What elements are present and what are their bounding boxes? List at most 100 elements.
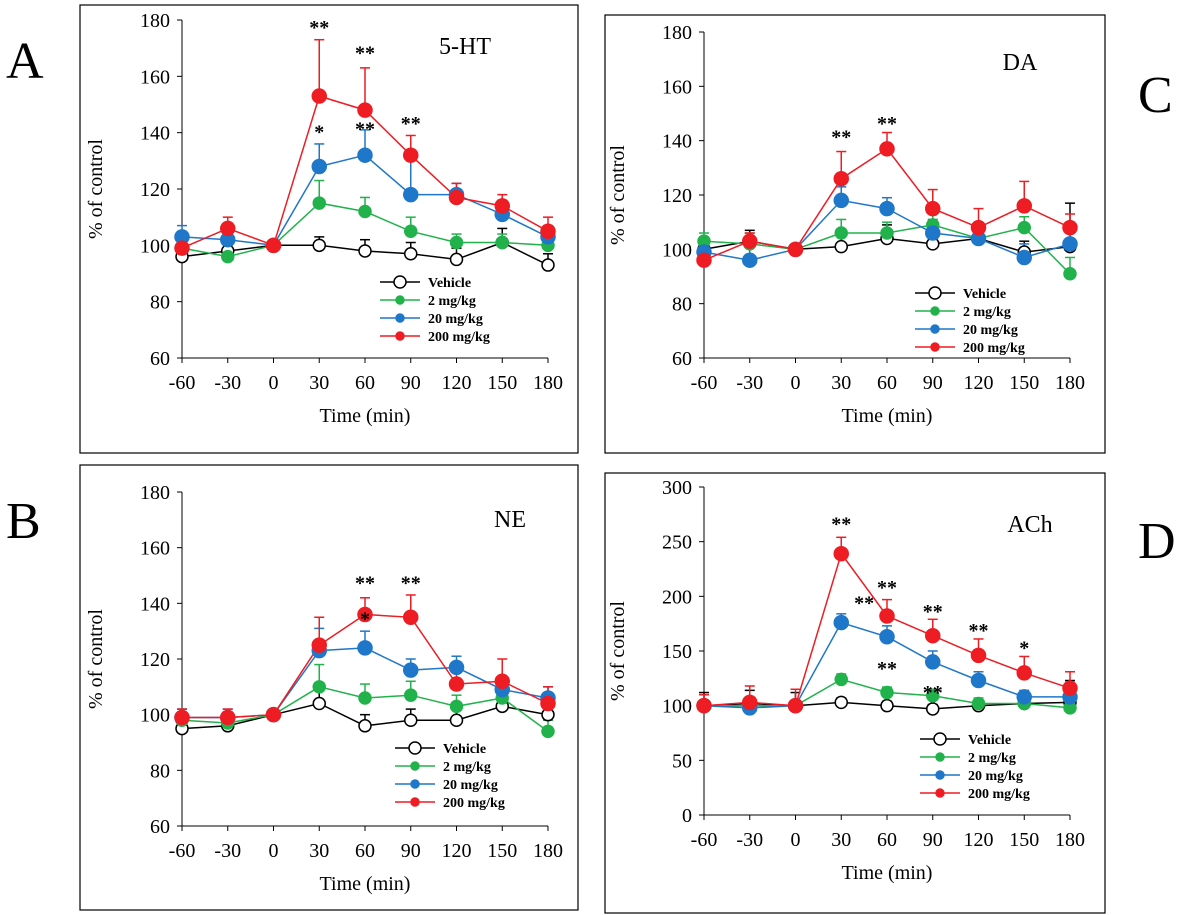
point-20mg bbox=[1062, 236, 1078, 252]
point-2mg bbox=[404, 688, 418, 702]
x-tick-label: 0 bbox=[269, 372, 279, 394]
y-tick-label: 120 bbox=[662, 185, 692, 207]
y-tick-label: 250 bbox=[662, 532, 692, 554]
significance-marker: ** bbox=[831, 514, 851, 536]
point-200mg bbox=[494, 673, 510, 690]
x-tick-label: 90 bbox=[923, 372, 943, 394]
significance-marker: ** bbox=[923, 601, 943, 623]
x-tick-label: 0 bbox=[791, 372, 801, 394]
panel-label-a: A bbox=[6, 33, 44, 90]
point-200mg bbox=[220, 220, 236, 237]
point-2mg bbox=[404, 224, 418, 238]
point-vehicle bbox=[541, 258, 555, 272]
x-tick-label: 30 bbox=[309, 840, 329, 862]
point-2mg bbox=[880, 685, 894, 700]
point-2mg bbox=[880, 226, 894, 240]
y-axis-label: % of control bbox=[607, 145, 629, 245]
legend-marker bbox=[393, 275, 407, 289]
point-200mg bbox=[833, 545, 849, 562]
legend-marker bbox=[930, 324, 940, 334]
x-tick-label: 30 bbox=[831, 372, 851, 394]
point-200mg bbox=[1062, 219, 1078, 236]
y-tick-label: 60 bbox=[672, 348, 692, 370]
x-tick-label: -60 bbox=[691, 372, 718, 394]
significance-marker: ** bbox=[831, 126, 851, 148]
point-200mg bbox=[540, 223, 556, 239]
point-200mg bbox=[357, 102, 373, 118]
point-vehicle bbox=[880, 698, 894, 713]
x-tick-label: 150 bbox=[1009, 372, 1039, 394]
significance-marker: * bbox=[1019, 637, 1029, 659]
x-tick-label: 150 bbox=[487, 372, 517, 394]
x-axis-label: Time (min) bbox=[842, 862, 933, 884]
point-200mg bbox=[494, 198, 510, 214]
point-2mg bbox=[541, 724, 555, 739]
point-200mg bbox=[742, 233, 758, 249]
point-200mg bbox=[265, 706, 282, 723]
series-line-20mg bbox=[182, 647, 549, 719]
point-2mg bbox=[358, 691, 372, 705]
significance-marker: ** bbox=[877, 577, 897, 599]
point-2mg bbox=[312, 196, 326, 210]
legend-marker bbox=[395, 313, 405, 323]
point-20mg bbox=[1016, 249, 1032, 266]
chart-title: NE bbox=[494, 507, 526, 533]
point-20mg bbox=[448, 659, 465, 676]
x-tick-label: 120 bbox=[964, 372, 994, 394]
point-200mg bbox=[174, 709, 190, 726]
x-tick-label: 120 bbox=[442, 372, 472, 394]
point-200mg bbox=[311, 88, 327, 104]
point-200mg bbox=[742, 694, 758, 711]
legend-label: 200 mg/kg bbox=[963, 341, 1025, 356]
point-vehicle bbox=[358, 244, 372, 258]
y-tick-label: 160 bbox=[140, 66, 170, 88]
point-2mg bbox=[449, 699, 464, 714]
point-2mg bbox=[1063, 267, 1077, 281]
x-tick-label: -60 bbox=[169, 840, 196, 862]
significance-marker: ** bbox=[923, 682, 943, 704]
point-20mg bbox=[879, 200, 895, 217]
significance-marker: ** bbox=[309, 17, 329, 39]
y-tick-label: 140 bbox=[140, 593, 170, 615]
significance-marker: ** bbox=[355, 42, 375, 64]
y-tick-label: 50 bbox=[672, 750, 692, 772]
point-20mg bbox=[925, 654, 941, 670]
x-axis-label: Time (min) bbox=[320, 873, 411, 895]
y-tick-label: 60 bbox=[150, 816, 170, 838]
y-tick-label: 300 bbox=[662, 477, 692, 499]
x-tick-label: 60 bbox=[355, 372, 375, 394]
legend-marker bbox=[935, 770, 945, 780]
point-200mg bbox=[787, 241, 804, 258]
point-20mg bbox=[970, 672, 987, 689]
point-200mg bbox=[1016, 665, 1032, 681]
point-200mg bbox=[448, 676, 465, 692]
panel-frame bbox=[79, 464, 579, 911]
panel-label-c: C bbox=[1138, 67, 1173, 124]
x-tick-label: 60 bbox=[877, 372, 897, 394]
point-vehicle bbox=[926, 702, 940, 716]
chart-title: DA bbox=[1003, 50, 1038, 76]
legend-label: 2 mg/kg bbox=[428, 294, 476, 309]
legend-marker bbox=[408, 741, 422, 755]
point-20mg bbox=[311, 158, 327, 175]
x-tick-label: 90 bbox=[923, 829, 943, 851]
panel-c-chart: 60 80 100 120 140 160 180 -60 -30 0 30 60 90 120 150 18… bbox=[604, 14, 1106, 454]
legend-label: 2 mg/kg bbox=[963, 305, 1011, 320]
point-200mg bbox=[787, 697, 804, 714]
point-20mg bbox=[833, 192, 849, 209]
legend-label: Vehicle bbox=[963, 287, 1006, 302]
point-2mg bbox=[312, 680, 326, 694]
legend-label: 2 mg/kg bbox=[443, 760, 491, 775]
x-tick-label: -60 bbox=[169, 372, 196, 394]
legend-label: Vehicle bbox=[443, 742, 486, 757]
x-tick-label: 30 bbox=[831, 829, 851, 851]
panel-label-d: D bbox=[1138, 513, 1176, 570]
y-tick-label: 140 bbox=[662, 131, 692, 153]
panel-label-b: B bbox=[6, 493, 41, 550]
point-200mg bbox=[879, 608, 895, 624]
y-tick-label: 180 bbox=[662, 22, 692, 44]
significance-marker: ** bbox=[877, 658, 897, 680]
point-vehicle bbox=[358, 719, 372, 733]
point-200mg bbox=[265, 237, 282, 254]
y-tick-label: 80 bbox=[672, 294, 692, 316]
